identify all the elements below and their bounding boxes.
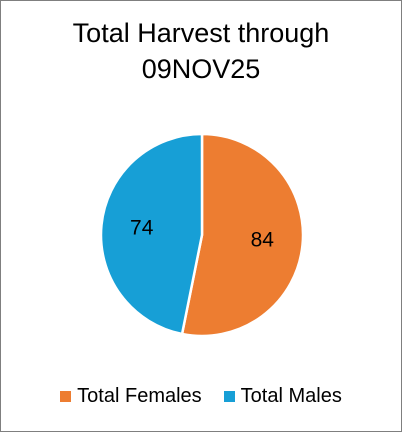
legend-label-females: Total Females [77, 385, 202, 407]
legend-label-males: Total Males [240, 385, 342, 407]
data-label-total-males: 74 [130, 217, 154, 240]
legend-item-males: Total Males [223, 385, 342, 408]
legend-swatch-females [60, 391, 72, 402]
data-label-total-females: 84 [251, 229, 275, 252]
legend-swatch-males [223, 391, 235, 402]
pie-slice-total-females [180, 132, 305, 338]
chart-title-line-2: 09NOV25 [141, 54, 261, 84]
chart-title: Total Harvest through 09NOV25 [1, 15, 401, 87]
legend: Total Females Total Males [1, 385, 401, 408]
legend-item-females: Total Females [60, 385, 202, 408]
pie-slice-total-males [99, 132, 204, 336]
chart-title-line-1: Total Harvest through [72, 18, 330, 48]
